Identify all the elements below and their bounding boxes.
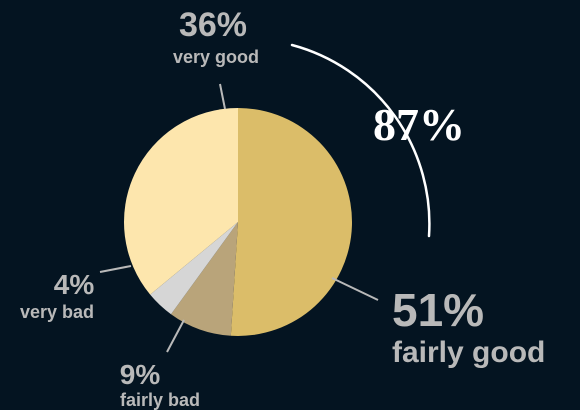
leader-line-fairly-bad	[166, 319, 185, 353]
slice-percent-label: 51%	[392, 284, 484, 336]
leader-line-very-bad	[99, 265, 132, 273]
leader-line-very-good	[219, 83, 226, 110]
pie-slice-fairly-good	[230, 108, 352, 336]
pie-slices	[124, 108, 352, 336]
slice-percent-label: 4%	[54, 269, 95, 300]
slice-category-label: very good	[173, 47, 259, 67]
leader-line-fairly-good	[331, 277, 379, 301]
pie-slice-fairly-bad	[170, 222, 238, 336]
leader-lines	[99, 83, 379, 353]
slice-category-label: fairly good	[392, 336, 545, 369]
slice-category-label: very bad	[20, 302, 94, 322]
good-total-label: 87%	[373, 99, 465, 150]
pie-slice-very-bad	[150, 222, 238, 315]
slice-labels: 51%fairly good 9%fairly bad 4%very bad 36% v…	[20, 6, 545, 410]
slice-percent-label: 9%	[120, 359, 161, 390]
slice-percent-label: 36%	[179, 6, 247, 44]
good-total-bracket	[290, 43, 431, 238]
pie-slice-very-good	[124, 108, 238, 295]
slice-category-label: fairly bad	[120, 390, 200, 410]
